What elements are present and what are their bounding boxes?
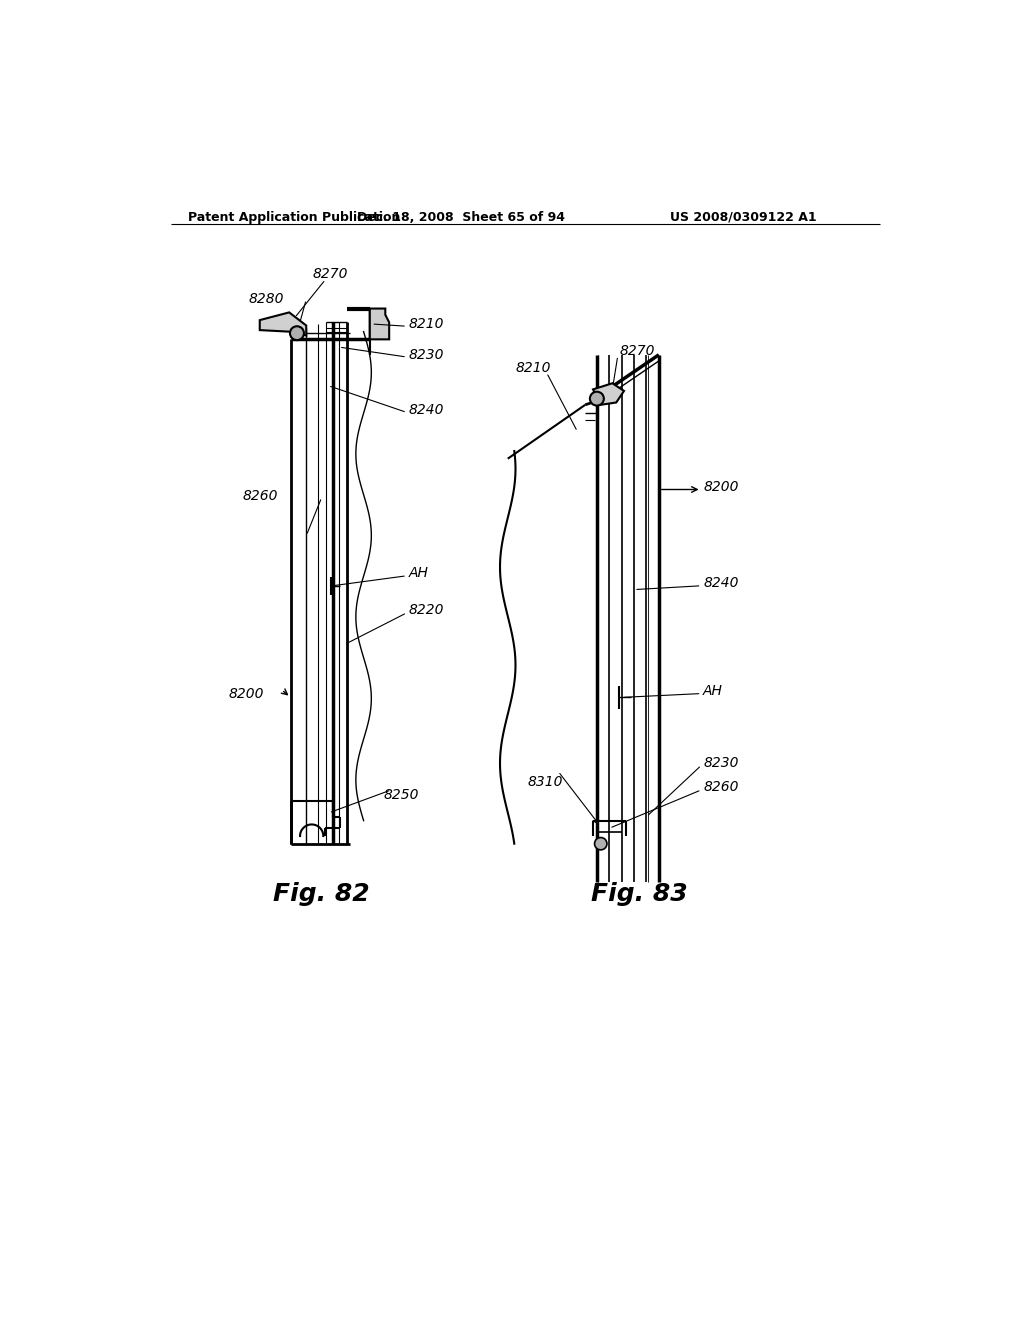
Circle shape [590, 392, 604, 405]
Text: 8260: 8260 [703, 780, 738, 795]
Text: 8250: 8250 [384, 788, 419, 803]
Text: 8280: 8280 [248, 292, 284, 306]
Text: 8200: 8200 [703, 480, 738, 494]
Text: 8310: 8310 [527, 775, 562, 789]
Text: 8200: 8200 [228, 686, 264, 701]
Text: Patent Application Publication: Patent Application Publication [188, 211, 400, 224]
Text: 8240: 8240 [703, 577, 738, 590]
Text: 8270: 8270 [620, 345, 655, 358]
Text: Fig. 82: Fig. 82 [273, 882, 370, 907]
Text: Dec. 18, 2008  Sheet 65 of 94: Dec. 18, 2008 Sheet 65 of 94 [357, 211, 565, 224]
Text: 8220: 8220 [409, 603, 444, 618]
Text: 8230: 8230 [409, 347, 444, 362]
Text: AH: AH [409, 566, 428, 581]
Polygon shape [260, 313, 306, 335]
Text: 8240: 8240 [409, 403, 444, 417]
Text: AH: AH [703, 684, 723, 698]
Circle shape [595, 837, 607, 850]
Text: 8210: 8210 [409, 317, 444, 331]
Text: 8210: 8210 [515, 360, 551, 375]
Text: 8230: 8230 [703, 756, 738, 770]
Text: 8270: 8270 [312, 267, 348, 281]
Text: US 2008/0309122 A1: US 2008/0309122 A1 [671, 211, 817, 224]
Polygon shape [593, 383, 624, 405]
Text: 8260: 8260 [243, 488, 279, 503]
Circle shape [290, 326, 304, 341]
Text: Fig. 83: Fig. 83 [591, 882, 688, 907]
Polygon shape [370, 309, 389, 339]
